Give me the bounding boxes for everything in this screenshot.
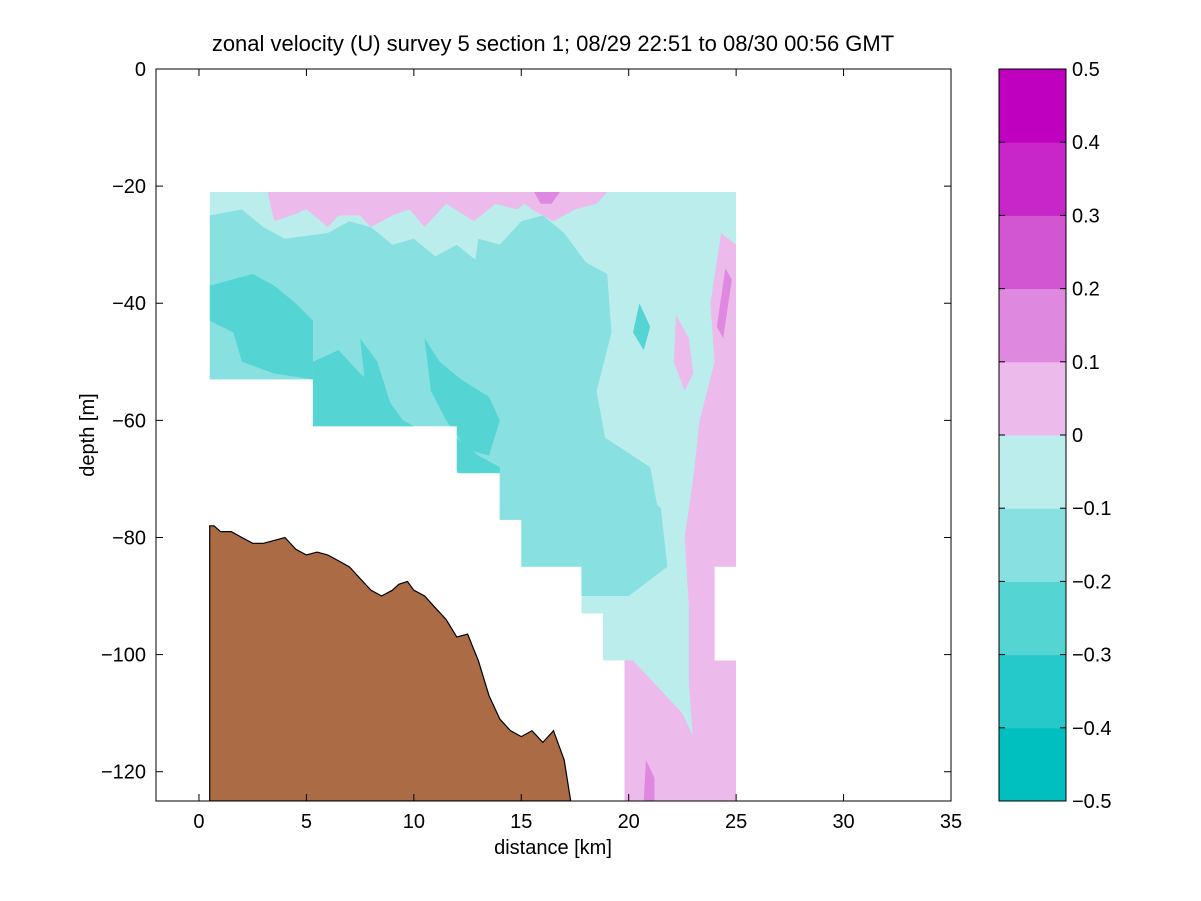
contour-plus005-right-b <box>673 315 694 392</box>
colorbar-tick-label: −0.4 <box>1072 718 1111 740</box>
x-axis-ticks: 0 5 10 15 20 25 30 35 <box>193 69 962 833</box>
y-tick-label: −80 <box>112 527 146 549</box>
x-tick-label: 15 <box>510 811 532 833</box>
colorbar-swatch <box>999 581 1066 656</box>
y-tick-label: −120 <box>101 762 146 784</box>
colorbar-swatch <box>999 508 1066 582</box>
colorbar-swatch <box>999 435 1066 509</box>
colorbar-tick-label: 0.5 <box>1072 59 1100 81</box>
colorbar-tick-label: −0.3 <box>1072 645 1111 667</box>
contour-minus025-e <box>246 297 313 362</box>
x-axis-label: distance [km] <box>494 837 612 859</box>
y-tick-label: 0 <box>135 59 146 81</box>
y-axis-ticks: −120 −100 −80 −60 −40 −20 0 <box>101 59 951 784</box>
contour-plus015-right <box>716 268 732 339</box>
colorbar-swatch <box>999 727 1066 802</box>
colorbar-swatch <box>999 69 1066 143</box>
y-tick-label: −40 <box>112 293 146 315</box>
x-tick-label: 25 <box>725 811 747 833</box>
colorbar-tick-label: 0.3 <box>1072 205 1100 227</box>
colorbar-tick-label: 0.2 <box>1072 279 1100 301</box>
contour-plus015-top <box>534 192 560 204</box>
contour-plus005-top-b <box>510 192 608 222</box>
y-axis-label: depth [m] <box>77 393 99 476</box>
colorbar-tick-label: −0.2 <box>1072 571 1111 593</box>
colorbar-swatch <box>999 654 1066 729</box>
x-tick-label: 0 <box>193 811 204 833</box>
colorbar-swatch <box>999 361 1066 436</box>
colorbar-tick-label: −0.1 <box>1072 498 1111 520</box>
colorbar-tick-label: 0 <box>1072 425 1083 447</box>
x-tick-label: 35 <box>940 811 962 833</box>
contour-plus015-bottom <box>643 760 655 801</box>
contour-minus025-c <box>424 338 500 456</box>
plot-frame <box>155 68 952 802</box>
x-tick-label: 30 <box>832 811 854 833</box>
contour-minus015-b <box>456 238 661 550</box>
colorbar-tick-label: 0.1 <box>1072 352 1100 374</box>
contour-minus025-d <box>360 338 391 421</box>
colorbar-tick-label: −0.5 <box>1072 791 1111 813</box>
bathymetry <box>209 525 572 801</box>
colorbar-swatch <box>999 215 1066 290</box>
y-tick-label: −100 <box>101 645 146 667</box>
y-tick-label: −60 <box>112 410 146 432</box>
x-tick-label: 20 <box>618 811 640 833</box>
bathymetry-fill <box>209 525 572 801</box>
contour-plus005-top <box>267 192 543 228</box>
colorbar: −0.5 −0.4 −0.3 −0.2 −0.1 0 0.1 0.2 0.3 0.4 0.5 <box>998 59 1111 813</box>
y-tick-label: −20 <box>112 176 146 198</box>
velocity-field <box>209 192 737 801</box>
chart-title: zonal velocity (U) survey 5 section 1; 0… <box>212 31 894 56</box>
x-tick-label: 10 <box>403 811 425 833</box>
velocity-contours <box>209 192 737 801</box>
colorbar-swatch <box>999 288 1066 363</box>
colorbar-swatch <box>999 142 1066 216</box>
x-tick-label: 5 <box>301 811 312 833</box>
contour-minus025-f <box>633 303 651 351</box>
colorbar-tick-label: 0.4 <box>1072 132 1100 154</box>
